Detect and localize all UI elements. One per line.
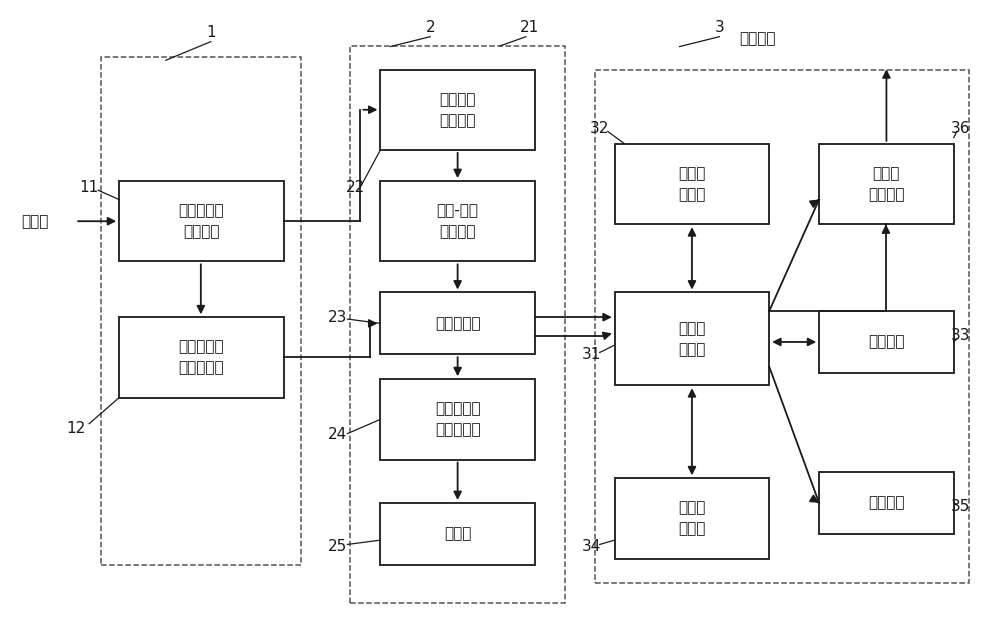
Text: 35: 35 bbox=[951, 499, 970, 514]
Text: 频域分
析模块: 频域分 析模块 bbox=[678, 501, 706, 536]
Bar bbox=[380, 292, 535, 355]
Bar bbox=[615, 144, 769, 225]
Text: 21: 21 bbox=[520, 20, 540, 35]
Text: 3: 3 bbox=[715, 20, 724, 35]
Text: 上位机
存储器: 上位机 存储器 bbox=[678, 321, 706, 357]
Text: 信号源: 信号源 bbox=[21, 214, 49, 229]
Text: 23: 23 bbox=[328, 310, 347, 325]
Text: 模拟信号
采样电路: 模拟信号 采样电路 bbox=[439, 92, 476, 128]
Bar bbox=[101, 57, 301, 565]
Text: 32: 32 bbox=[590, 121, 609, 136]
Text: 33: 33 bbox=[951, 328, 970, 343]
Text: 示波器: 示波器 bbox=[444, 526, 471, 541]
Text: 高低频组合
滤波电路: 高低频组合 滤波电路 bbox=[179, 203, 224, 239]
Text: 11: 11 bbox=[80, 180, 99, 195]
Bar bbox=[380, 379, 535, 460]
Text: 故障筛
选模块: 故障筛 选模块 bbox=[678, 166, 706, 202]
Bar bbox=[615, 292, 769, 385]
Bar bbox=[380, 181, 535, 261]
Text: 内部存储器: 内部存储器 bbox=[435, 316, 480, 331]
Text: 24: 24 bbox=[328, 427, 347, 442]
Text: 36: 36 bbox=[951, 121, 970, 136]
Bar bbox=[819, 144, 954, 225]
Text: 22: 22 bbox=[346, 180, 365, 195]
Text: 预测模块: 预测模块 bbox=[868, 335, 905, 350]
Text: 模拟-数字
转换模块: 模拟-数字 转换模块 bbox=[437, 203, 479, 239]
Text: 1: 1 bbox=[206, 25, 216, 40]
Text: 可视化
界面模块: 可视化 界面模块 bbox=[868, 166, 905, 202]
Bar bbox=[119, 181, 284, 261]
Bar bbox=[595, 70, 969, 583]
Text: 34: 34 bbox=[582, 539, 601, 554]
Bar bbox=[350, 46, 565, 603]
Bar bbox=[119, 317, 284, 397]
Bar bbox=[380, 70, 535, 150]
Text: 诊断结果: 诊断结果 bbox=[739, 31, 776, 46]
Text: 2: 2 bbox=[425, 20, 435, 35]
Text: 计算模块: 计算模块 bbox=[868, 496, 905, 511]
Bar bbox=[819, 311, 954, 373]
Bar bbox=[819, 472, 954, 534]
Text: 并联低噪声
运算放大器: 并联低噪声 运算放大器 bbox=[179, 340, 224, 376]
Bar bbox=[380, 503, 535, 565]
Text: 25: 25 bbox=[328, 539, 347, 554]
Text: 初步分析波
形绘制模块: 初步分析波 形绘制模块 bbox=[435, 401, 480, 437]
Bar bbox=[615, 478, 769, 559]
Text: 31: 31 bbox=[582, 347, 601, 362]
Text: 12: 12 bbox=[67, 421, 86, 436]
